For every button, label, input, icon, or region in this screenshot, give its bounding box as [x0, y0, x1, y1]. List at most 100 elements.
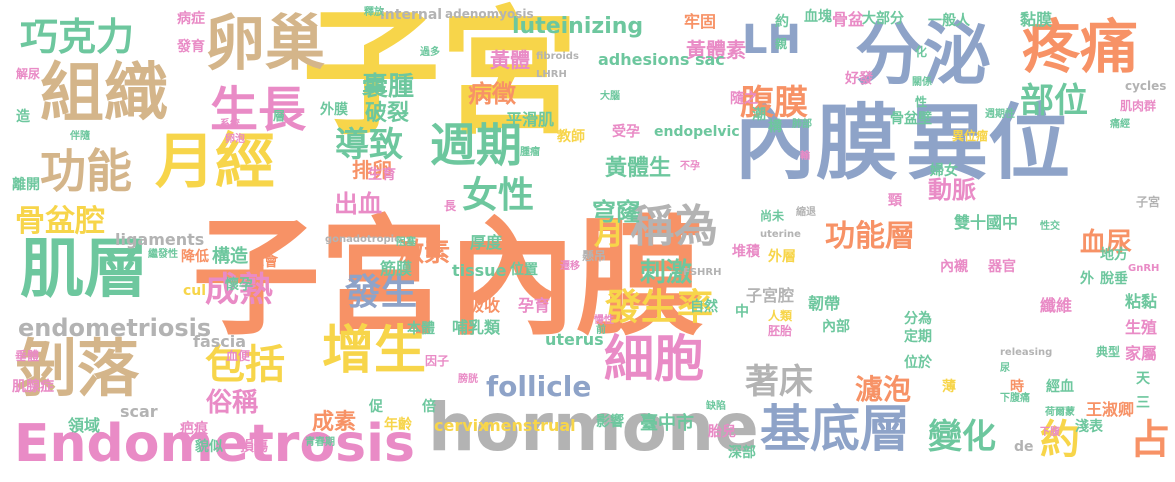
word: 哺乳類	[452, 318, 501, 337]
word: 中	[735, 304, 749, 320]
word: 出血	[334, 190, 382, 218]
word: 天	[1136, 371, 1150, 387]
word: 教師	[557, 129, 585, 145]
word: 人類	[768, 309, 793, 323]
word: 導致	[335, 125, 403, 165]
word: 性交	[1040, 221, 1060, 232]
word: 機會	[250, 254, 278, 270]
word: 成素	[312, 410, 357, 435]
word: 刺激	[640, 258, 693, 288]
word: 輸	[800, 151, 810, 162]
word: menstrual	[484, 416, 576, 435]
word: Endometrosis	[14, 414, 415, 474]
word: 動脈	[928, 176, 976, 204]
word: 荷爾蒙	[1045, 407, 1075, 418]
word: 缺陷	[706, 401, 726, 412]
word: 疼痛	[1022, 13, 1139, 81]
word: 組織	[40, 57, 168, 131]
word: 痛經	[1110, 119, 1130, 130]
word: scar	[120, 402, 158, 421]
word: 子宮	[302, 0, 579, 154]
word: 家屬	[1125, 344, 1158, 363]
word: 自然	[690, 299, 718, 315]
word: 經血	[1046, 379, 1074, 395]
word: 長	[444, 199, 457, 213]
word: 因子	[425, 354, 450, 368]
word: 性	[915, 95, 928, 109]
word: 異位	[906, 96, 1071, 191]
word: 孕育	[518, 296, 551, 315]
word: 本體	[407, 321, 435, 337]
word: 器官	[988, 259, 1016, 275]
word: 變化	[928, 417, 996, 457]
word: 典型	[1096, 345, 1121, 359]
word: endopelvic	[654, 124, 740, 140]
word: 病症	[177, 11, 205, 27]
word: 不孕	[680, 161, 700, 172]
word: 分為	[904, 311, 932, 327]
word: 生育	[368, 167, 396, 183]
word: 淺表	[1075, 419, 1103, 435]
word: 肺部	[792, 119, 812, 130]
word: 月	[594, 217, 624, 252]
word: 雙十國中	[954, 213, 1019, 232]
word: 黃體素	[686, 38, 746, 62]
word: 腫瘤	[520, 147, 540, 158]
word: 懸吊	[582, 249, 607, 263]
word: 深部	[728, 445, 756, 461]
word: 牢固	[684, 12, 717, 31]
word: 分泌	[855, 16, 992, 95]
word: 骨盆壁	[890, 111, 932, 127]
word: 月經	[155, 127, 275, 197]
word: GnRH	[1128, 263, 1160, 274]
word: 發生	[345, 272, 418, 313]
word: 細胞	[604, 330, 704, 388]
word: uterine	[760, 229, 801, 240]
word: 貌似	[195, 439, 223, 455]
word: 黃體	[490, 48, 530, 72]
word: fibroids	[536, 51, 579, 62]
word: 定期	[904, 329, 932, 345]
word: 構	[768, 119, 782, 135]
word: 黃體生	[605, 156, 672, 181]
word: 懷孕	[225, 277, 253, 293]
word: 三	[1136, 395, 1150, 411]
word: 化	[915, 45, 928, 59]
word: 骨盆腔	[15, 204, 105, 239]
word: adhesions sac	[598, 50, 725, 69]
word: 基底層	[760, 400, 910, 458]
word: 內膜	[734, 96, 899, 191]
word: 慢性	[594, 315, 614, 326]
word: 肌層	[20, 233, 148, 307]
word: 排卵	[352, 158, 392, 182]
word: 縮退	[796, 207, 816, 218]
word: cycles	[1125, 79, 1167, 93]
word: gonadotropic	[325, 234, 401, 245]
word: uterus	[545, 330, 604, 349]
word: 損傷	[240, 439, 268, 455]
word: 親	[775, 37, 788, 51]
word: 胎兒	[708, 424, 736, 440]
word: releasing	[1000, 347, 1053, 358]
word: 降低	[181, 249, 209, 265]
word: 功能	[40, 144, 132, 198]
word: 臺中市	[640, 413, 694, 434]
word: 破裂	[365, 101, 410, 126]
word: 構造	[212, 246, 248, 267]
word: 促	[369, 399, 383, 415]
word: 阻塞	[396, 237, 416, 248]
word: 受孕	[612, 124, 640, 140]
word: hormone	[428, 389, 759, 466]
word: 釋放	[364, 7, 384, 18]
word: 位置	[510, 262, 538, 278]
word: 發育	[177, 39, 205, 55]
word: 過多	[420, 47, 440, 58]
word: 子宮內膜	[192, 204, 705, 353]
word: 內部	[822, 319, 850, 335]
word: 黏膜	[1020, 10, 1053, 29]
word: 頸	[888, 193, 902, 209]
word: 血尿	[1080, 228, 1133, 258]
word: 堆積	[732, 244, 760, 260]
word: 約	[775, 14, 789, 30]
